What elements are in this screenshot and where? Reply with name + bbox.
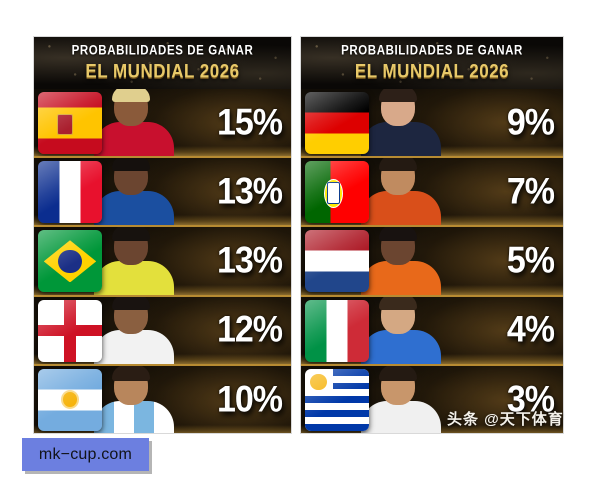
site-label-badge[interactable]: mk−cup.com: [22, 438, 149, 471]
odds-row-italy: 4%: [301, 296, 563, 366]
flag-italy-icon: [305, 299, 369, 362]
flag-france-icon: [38, 161, 102, 224]
odds-percent-france: 13%: [216, 170, 283, 213]
flag-germany-icon: [305, 92, 369, 154]
flag-argentina-icon: [38, 368, 102, 431]
odds-row-spain: 15%: [34, 89, 291, 159]
odds-percent-brazil: 13%: [216, 239, 283, 282]
odds-percent-italy: 4%: [506, 308, 555, 351]
flag-portugal-icon: [305, 161, 369, 224]
flag-netherlands-icon: [305, 230, 369, 293]
odds-percent-spain: 15%: [216, 101, 283, 143]
panel-title-line2: EL MUNDIAL 2026: [85, 60, 240, 82]
panel-title-line1-right: PROBABILIDADES DE GANAR: [341, 43, 523, 58]
odds-percent-argentina: 10%: [216, 378, 283, 421]
odds-percent-england: 12%: [216, 308, 283, 351]
odds-panel-left: PROBABILIDADES DE GANAR EL MUNDIAL 2026 …: [33, 36, 292, 434]
panel-header-left: PROBABILIDADES DE GANAR EL MUNDIAL 2026: [34, 37, 291, 89]
odds-rows-left: 15% 13%: [34, 89, 291, 433]
odds-row-brazil: 13%: [34, 227, 291, 297]
odds-percent-uruguay: 3%: [506, 378, 555, 421]
odds-row-england: 12%: [34, 296, 291, 366]
odds-row-netherlands: 5%: [301, 227, 563, 297]
odds-rows-right: 9% 7%: [301, 89, 563, 433]
flag-brazil-icon: [38, 230, 102, 293]
flag-uruguay-icon: [305, 368, 369, 431]
flag-england-icon: [38, 299, 102, 362]
odds-percent-portugal: 7%: [506, 170, 555, 213]
odds-row-argentina: 10%: [34, 365, 291, 433]
odds-percent-netherlands: 5%: [506, 239, 555, 282]
panel-title-line2-right: EL MUNDIAL 2026: [354, 60, 510, 82]
panel-title-line1: PROBABILIDADES DE GANAR: [71, 43, 254, 58]
odds-row-france: 13%: [34, 158, 291, 228]
odds-row-germany: 9%: [301, 89, 563, 159]
source-watermark: 头条 @天下体育: [447, 411, 564, 428]
site-label-text: mk−cup.com: [38, 445, 133, 463]
odds-percent-germany: 9%: [506, 101, 555, 143]
odds-panel-right: PROBABILIDADES DE GANAR EL MUNDIAL 2026 …: [300, 36, 564, 434]
panel-header-right: PROBABILIDADES DE GANAR EL MUNDIAL 2026: [301, 37, 563, 89]
flag-spain-icon: [38, 92, 102, 154]
odds-row-portugal: 7%: [301, 158, 563, 228]
